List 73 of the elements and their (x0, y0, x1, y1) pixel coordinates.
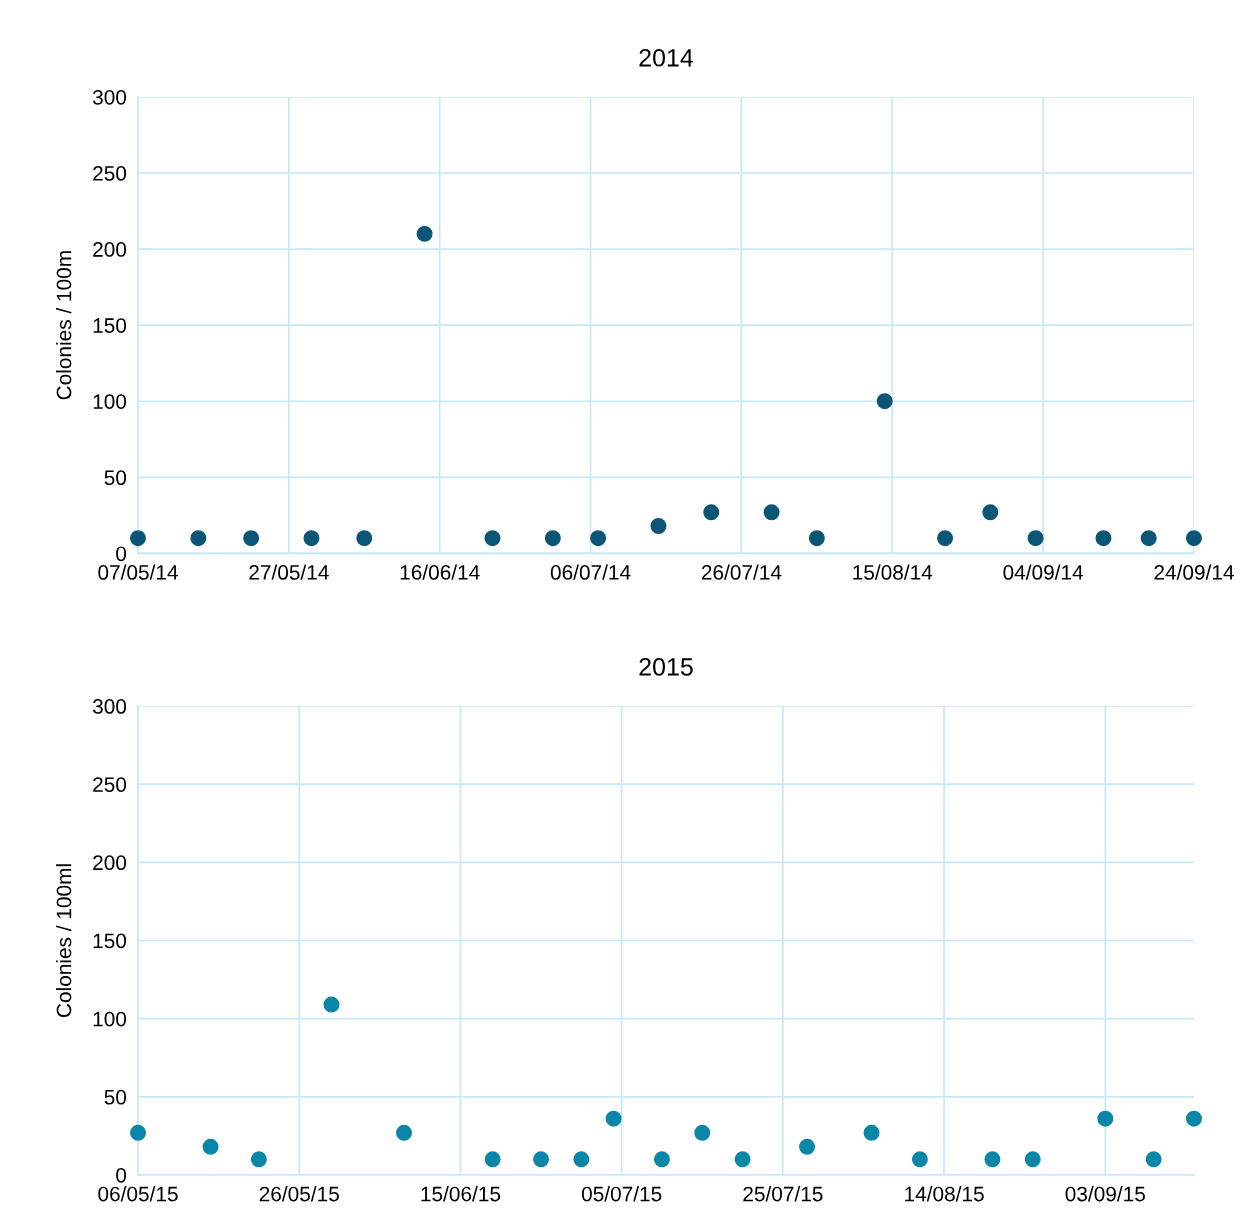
point (734, 1151, 751, 1168)
point (356, 530, 373, 547)
y-tick-label: 300 (92, 699, 127, 714)
x-tick-label: 25/07/15 (743, 1186, 823, 1202)
y-tick-label: 250 (93, 166, 127, 181)
y-axis-title: Colonies / 100m (56, 251, 72, 400)
point (650, 518, 667, 534)
point (250, 1151, 267, 1168)
point (1145, 1151, 1162, 1168)
point (1097, 1110, 1114, 1127)
x-tick-label: 26/07/14 (701, 564, 782, 580)
point (937, 530, 954, 547)
x-tick-label: 14/08/15 (905, 1186, 984, 1202)
point (1027, 530, 1044, 547)
point (130, 530, 146, 547)
y-axis-title: Colonies / 100ml (56, 864, 72, 1018)
point (911, 1151, 928, 1168)
y-tick-label: 250 (93, 777, 127, 792)
point (303, 530, 320, 547)
x-tick-label: 24/09/14 (1154, 564, 1234, 580)
point (1095, 530, 1112, 547)
x-tick-label: 15/06/15 (421, 1186, 501, 1202)
y-tick-label: 150 (93, 318, 127, 333)
point (1140, 530, 1157, 547)
point (416, 225, 433, 242)
y-tick-label: 50 (104, 1089, 127, 1105)
y-tick-label: 200 (93, 242, 127, 257)
chart-title: 2014 (639, 48, 694, 67)
x-tick-label: 15/08/14 (853, 564, 933, 580)
x-tick-label: 27/05/14 (249, 564, 329, 580)
y-tick-label: 50 (104, 470, 127, 486)
point (484, 1151, 501, 1168)
point (808, 530, 825, 547)
point (863, 1124, 880, 1141)
y-tick-label: 100 (93, 394, 127, 409)
x-tick-label: 06/07/14 (550, 564, 631, 580)
point (590, 530, 607, 547)
chart-title: 2015 (639, 658, 693, 676)
y-tick-label: 150 (93, 933, 127, 949)
point (130, 1124, 146, 1141)
point (396, 1124, 412, 1141)
y-tick-label: 100 (93, 1011, 127, 1027)
point (763, 504, 780, 521)
x-tick-label: 26/05/15 (259, 1186, 339, 1202)
x-tick-label: 06/05/15 (98, 1186, 178, 1202)
point (533, 1151, 550, 1168)
point (694, 1124, 711, 1141)
y-tick-label: 0 (116, 1167, 127, 1183)
point (703, 504, 720, 521)
x-tick-label: 05/07/15 (581, 1186, 662, 1202)
point (243, 530, 260, 547)
point (1024, 1151, 1041, 1168)
point (653, 1151, 670, 1168)
point (190, 530, 207, 547)
x-tick-label: 04/09/14 (1003, 564, 1084, 580)
point (799, 1138, 816, 1155)
point (876, 393, 893, 410)
point (323, 996, 340, 1013)
point (984, 1151, 1001, 1168)
y-tick-label: 300 (92, 89, 127, 105)
x-tick-label: 03/09/15 (1065, 1186, 1145, 1202)
x-tick-label: 16/06/14 (400, 564, 480, 580)
point (1185, 1110, 1202, 1127)
point (982, 504, 999, 521)
point (544, 530, 561, 547)
point (202, 1138, 219, 1155)
y-tick-label: 0 (116, 546, 127, 562)
point (484, 530, 501, 547)
point (605, 1110, 622, 1127)
point (1185, 530, 1202, 547)
point (573, 1151, 590, 1168)
y-tick-label: 200 (93, 855, 127, 871)
x-tick-label: 07/05/14 (98, 564, 178, 580)
